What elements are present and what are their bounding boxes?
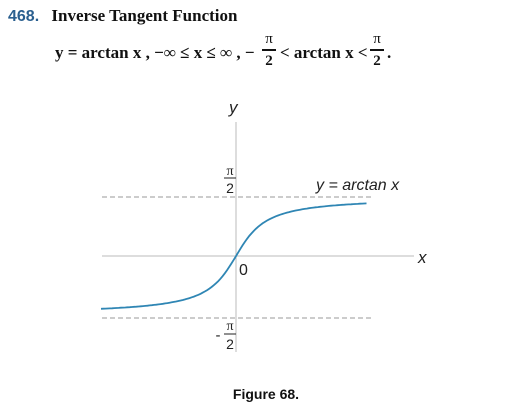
top-tick-denominator: 2 bbox=[226, 180, 234, 196]
y-axis-label: y bbox=[228, 98, 239, 117]
section-heading: 468. Inverse Tangent Function bbox=[8, 6, 237, 26]
fraction-1-denominator: 2 bbox=[265, 52, 273, 69]
bottom-tick-sign: - bbox=[216, 327, 221, 344]
figure-caption: Figure 68. bbox=[232, 386, 300, 402]
section-title: Inverse Tangent Function bbox=[51, 6, 238, 25]
fraction-1-bar bbox=[262, 49, 276, 51]
x-axis-label: x bbox=[417, 248, 427, 267]
fraction-1-numerator: π bbox=[265, 31, 273, 47]
formula-fraction-2: π 2 bbox=[370, 30, 384, 70]
formula-fraction-1: π 2 bbox=[262, 30, 276, 70]
top-tick-numerator: π bbox=[226, 164, 233, 179]
fraction-2-bar bbox=[370, 49, 384, 51]
formula-part-1: y = arctan x , −∞ ≤ x ≤ ∞ , − bbox=[55, 43, 255, 62]
fraction-2-denominator: 2 bbox=[373, 52, 381, 69]
curve-label: y = arctan x bbox=[315, 177, 400, 194]
formula-part-3: . bbox=[387, 43, 392, 62]
formula-part-2: < arctan x < bbox=[280, 43, 368, 62]
origin-label: 0 bbox=[239, 262, 248, 279]
arctan-graph: y x 0 π 2 - π 2 y = arctan x bbox=[100, 98, 427, 352]
arctan-curve bbox=[100, 202, 367, 310]
bottom-tick-denominator: 2 bbox=[226, 336, 234, 352]
section-number: 468. bbox=[8, 8, 40, 25]
fraction-2-numerator: π bbox=[373, 31, 381, 47]
bottom-tick-numerator: π bbox=[226, 319, 233, 334]
